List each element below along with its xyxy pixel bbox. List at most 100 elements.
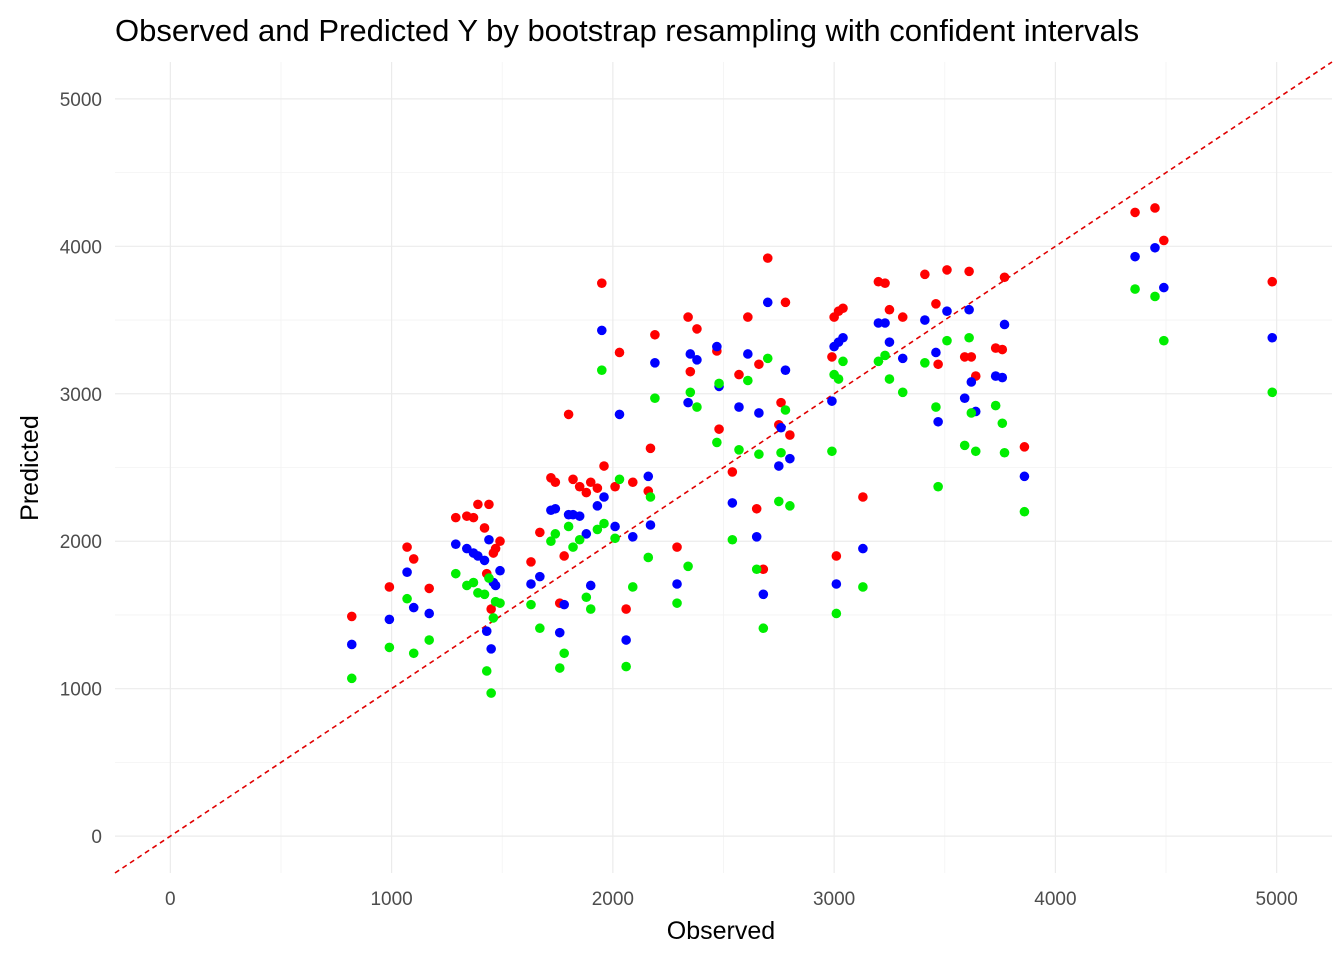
point-lower bbox=[646, 492, 656, 502]
point-predicted bbox=[424, 609, 434, 619]
point-predicted bbox=[781, 365, 791, 375]
point-predicted bbox=[484, 535, 494, 545]
point-predicted bbox=[683, 398, 693, 408]
point-lower bbox=[385, 643, 395, 653]
point-upper bbox=[564, 410, 574, 420]
point-lower bbox=[402, 594, 412, 604]
point-upper bbox=[785, 430, 795, 440]
point-upper bbox=[559, 551, 569, 561]
point-upper bbox=[484, 500, 494, 510]
point-lower bbox=[582, 592, 592, 602]
point-upper bbox=[898, 312, 908, 322]
point-lower bbox=[960, 441, 970, 451]
point-lower bbox=[858, 582, 868, 592]
point-lower bbox=[964, 333, 974, 343]
point-lower bbox=[834, 374, 844, 384]
point-predicted bbox=[526, 579, 536, 589]
point-predicted bbox=[385, 615, 395, 625]
point-lower bbox=[555, 663, 565, 673]
point-upper bbox=[1159, 236, 1169, 246]
point-predicted bbox=[998, 373, 1008, 383]
point-upper bbox=[967, 352, 977, 362]
point-upper bbox=[593, 483, 603, 493]
point-lower bbox=[734, 445, 744, 455]
x-tick-label: 5000 bbox=[1256, 889, 1298, 910]
point-upper bbox=[832, 551, 842, 561]
point-lower bbox=[998, 418, 1008, 428]
point-upper bbox=[402, 542, 412, 552]
point-predicted bbox=[586, 581, 596, 591]
point-predicted bbox=[734, 402, 744, 412]
point-lower bbox=[714, 379, 724, 389]
point-predicted bbox=[555, 628, 565, 638]
point-upper bbox=[763, 253, 773, 263]
point-lower bbox=[752, 564, 762, 574]
point-upper bbox=[409, 554, 419, 564]
point-upper bbox=[998, 345, 1008, 355]
point-lower bbox=[880, 351, 890, 361]
point-lower bbox=[743, 376, 753, 386]
point-upper bbox=[964, 267, 974, 277]
point-predicted bbox=[880, 318, 890, 328]
point-predicted bbox=[610, 522, 620, 532]
point-predicted bbox=[752, 532, 762, 542]
y-tick-label: 2000 bbox=[60, 532, 102, 553]
point-lower bbox=[971, 446, 981, 456]
point-upper bbox=[1150, 203, 1160, 213]
point-upper bbox=[535, 528, 545, 538]
point-upper bbox=[526, 557, 536, 567]
point-lower bbox=[838, 357, 848, 367]
point-upper bbox=[752, 504, 762, 514]
y-tick-label: 1000 bbox=[60, 680, 102, 701]
point-lower bbox=[967, 408, 977, 418]
point-lower bbox=[885, 374, 895, 384]
point-predicted bbox=[920, 315, 930, 325]
point-predicted bbox=[559, 600, 569, 610]
point-upper bbox=[628, 477, 638, 487]
point-upper bbox=[469, 513, 479, 523]
point-upper bbox=[734, 370, 744, 380]
point-upper bbox=[1267, 277, 1277, 287]
point-lower bbox=[597, 365, 607, 375]
point-upper bbox=[347, 612, 357, 622]
x-axis-title: Observed bbox=[667, 917, 775, 945]
x-tick-label: 3000 bbox=[813, 889, 855, 910]
point-lower bbox=[484, 573, 494, 583]
point-upper bbox=[827, 352, 837, 362]
point-upper bbox=[615, 348, 625, 358]
point-predicted bbox=[933, 417, 943, 427]
point-lower bbox=[526, 600, 536, 610]
point-predicted bbox=[495, 566, 505, 576]
point-predicted bbox=[643, 472, 653, 482]
point-predicted bbox=[1159, 283, 1169, 293]
point-predicted bbox=[1130, 252, 1140, 262]
point-lower bbox=[1150, 292, 1160, 302]
point-predicted bbox=[728, 498, 738, 508]
point-upper bbox=[692, 324, 702, 334]
point-lower bbox=[991, 401, 1001, 411]
point-lower bbox=[712, 438, 722, 448]
point-predicted bbox=[964, 305, 974, 315]
point-upper bbox=[743, 312, 753, 322]
point-upper bbox=[754, 359, 764, 369]
point-upper bbox=[385, 582, 395, 592]
point-upper bbox=[568, 474, 578, 484]
point-lower bbox=[672, 598, 682, 608]
point-lower bbox=[347, 674, 357, 684]
point-lower bbox=[599, 519, 609, 529]
point-upper bbox=[686, 367, 696, 377]
point-lower bbox=[650, 393, 660, 403]
point-predicted bbox=[535, 572, 545, 582]
point-predicted bbox=[743, 349, 753, 359]
point-upper bbox=[683, 312, 693, 322]
point-lower bbox=[535, 623, 545, 633]
chart-title: Observed and Predicted Y by bootstrap re… bbox=[115, 13, 1139, 48]
point-lower bbox=[559, 648, 569, 658]
point-predicted bbox=[480, 556, 490, 566]
point-lower bbox=[643, 553, 653, 563]
point-predicted bbox=[1000, 320, 1010, 330]
x-tick-label: 2000 bbox=[592, 889, 634, 910]
point-predicted bbox=[754, 408, 764, 418]
point-lower bbox=[759, 623, 769, 633]
